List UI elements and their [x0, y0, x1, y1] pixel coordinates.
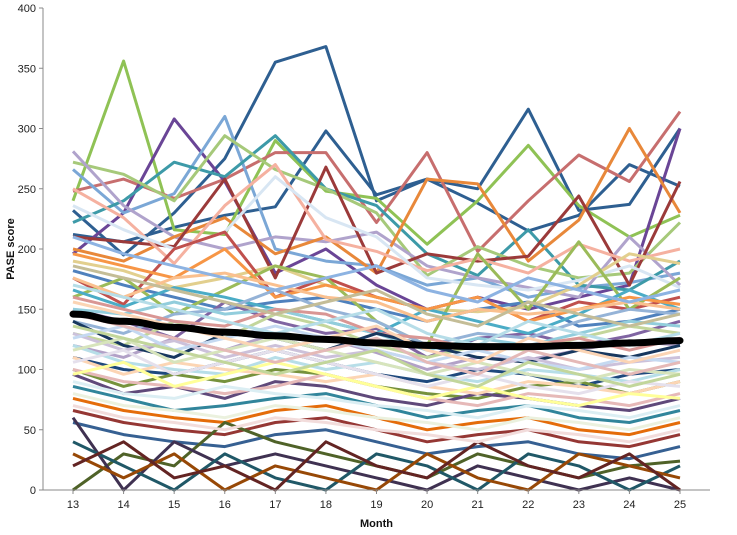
y-tick-label: 350	[18, 63, 36, 75]
y-tick-labels: 0 50 100 150 200 250 300 350 400	[18, 3, 43, 497]
x-tick-label: 14	[117, 499, 129, 511]
y-tick-label: 100	[18, 365, 36, 377]
x-tick-label: 20	[421, 499, 433, 511]
y-tick-label: 300	[18, 124, 36, 136]
series-line-52	[72, 264, 681, 328]
y-tick-label: 50	[24, 425, 36, 437]
series-line-8	[72, 134, 682, 280]
x-tick-label: 16	[219, 499, 231, 511]
x-tick-label: 23	[573, 499, 585, 511]
series-line-21	[72, 288, 681, 347]
series-line-55	[72, 312, 681, 376]
series-line-25	[72, 271, 681, 323]
x-tick-label: 19	[370, 499, 382, 511]
y-tick-label: 400	[18, 3, 36, 15]
x-tick-label: 18	[320, 499, 332, 511]
x-tick-label: 13	[67, 499, 79, 511]
y-tick-label: 200	[18, 244, 36, 256]
series-line-51	[72, 235, 681, 304]
series-line-1	[72, 45, 682, 257]
x-tick-labels: 13 14 15 16 17 18 19 20 21 22 23 24 25	[67, 490, 686, 511]
y-axis-title: PASE score	[5, 218, 17, 280]
series-line-44	[72, 380, 681, 420]
x-tick-label: 22	[522, 499, 534, 511]
trend-line-layer	[69, 310, 684, 351]
y-tick-label: 0	[30, 485, 36, 497]
x-tick-label: 17	[269, 499, 281, 511]
series-line-53	[72, 283, 681, 347]
mean-trend-line	[69, 310, 684, 351]
x-tick-label: 24	[623, 499, 635, 511]
series-line-11	[72, 165, 682, 287]
series-line-2	[72, 129, 681, 244]
series-line-56	[72, 324, 681, 388]
y-tick-label: 150	[18, 304, 36, 316]
series-line-3	[71, 59, 681, 246]
series-line-50	[72, 360, 681, 408]
series-line-45	[72, 392, 681, 432]
series-line-49	[72, 348, 681, 396]
x-tick-label: 15	[168, 499, 180, 511]
x-tick-label: 21	[472, 499, 484, 511]
y-tick-label: 250	[18, 184, 36, 196]
x-axis-title: Month	[360, 518, 393, 530]
series-line-48	[72, 336, 681, 384]
series-lines	[71, 45, 682, 492]
series-line-46	[72, 404, 681, 444]
series-line-38	[72, 440, 681, 492]
x-tick-label: 25	[674, 499, 686, 511]
